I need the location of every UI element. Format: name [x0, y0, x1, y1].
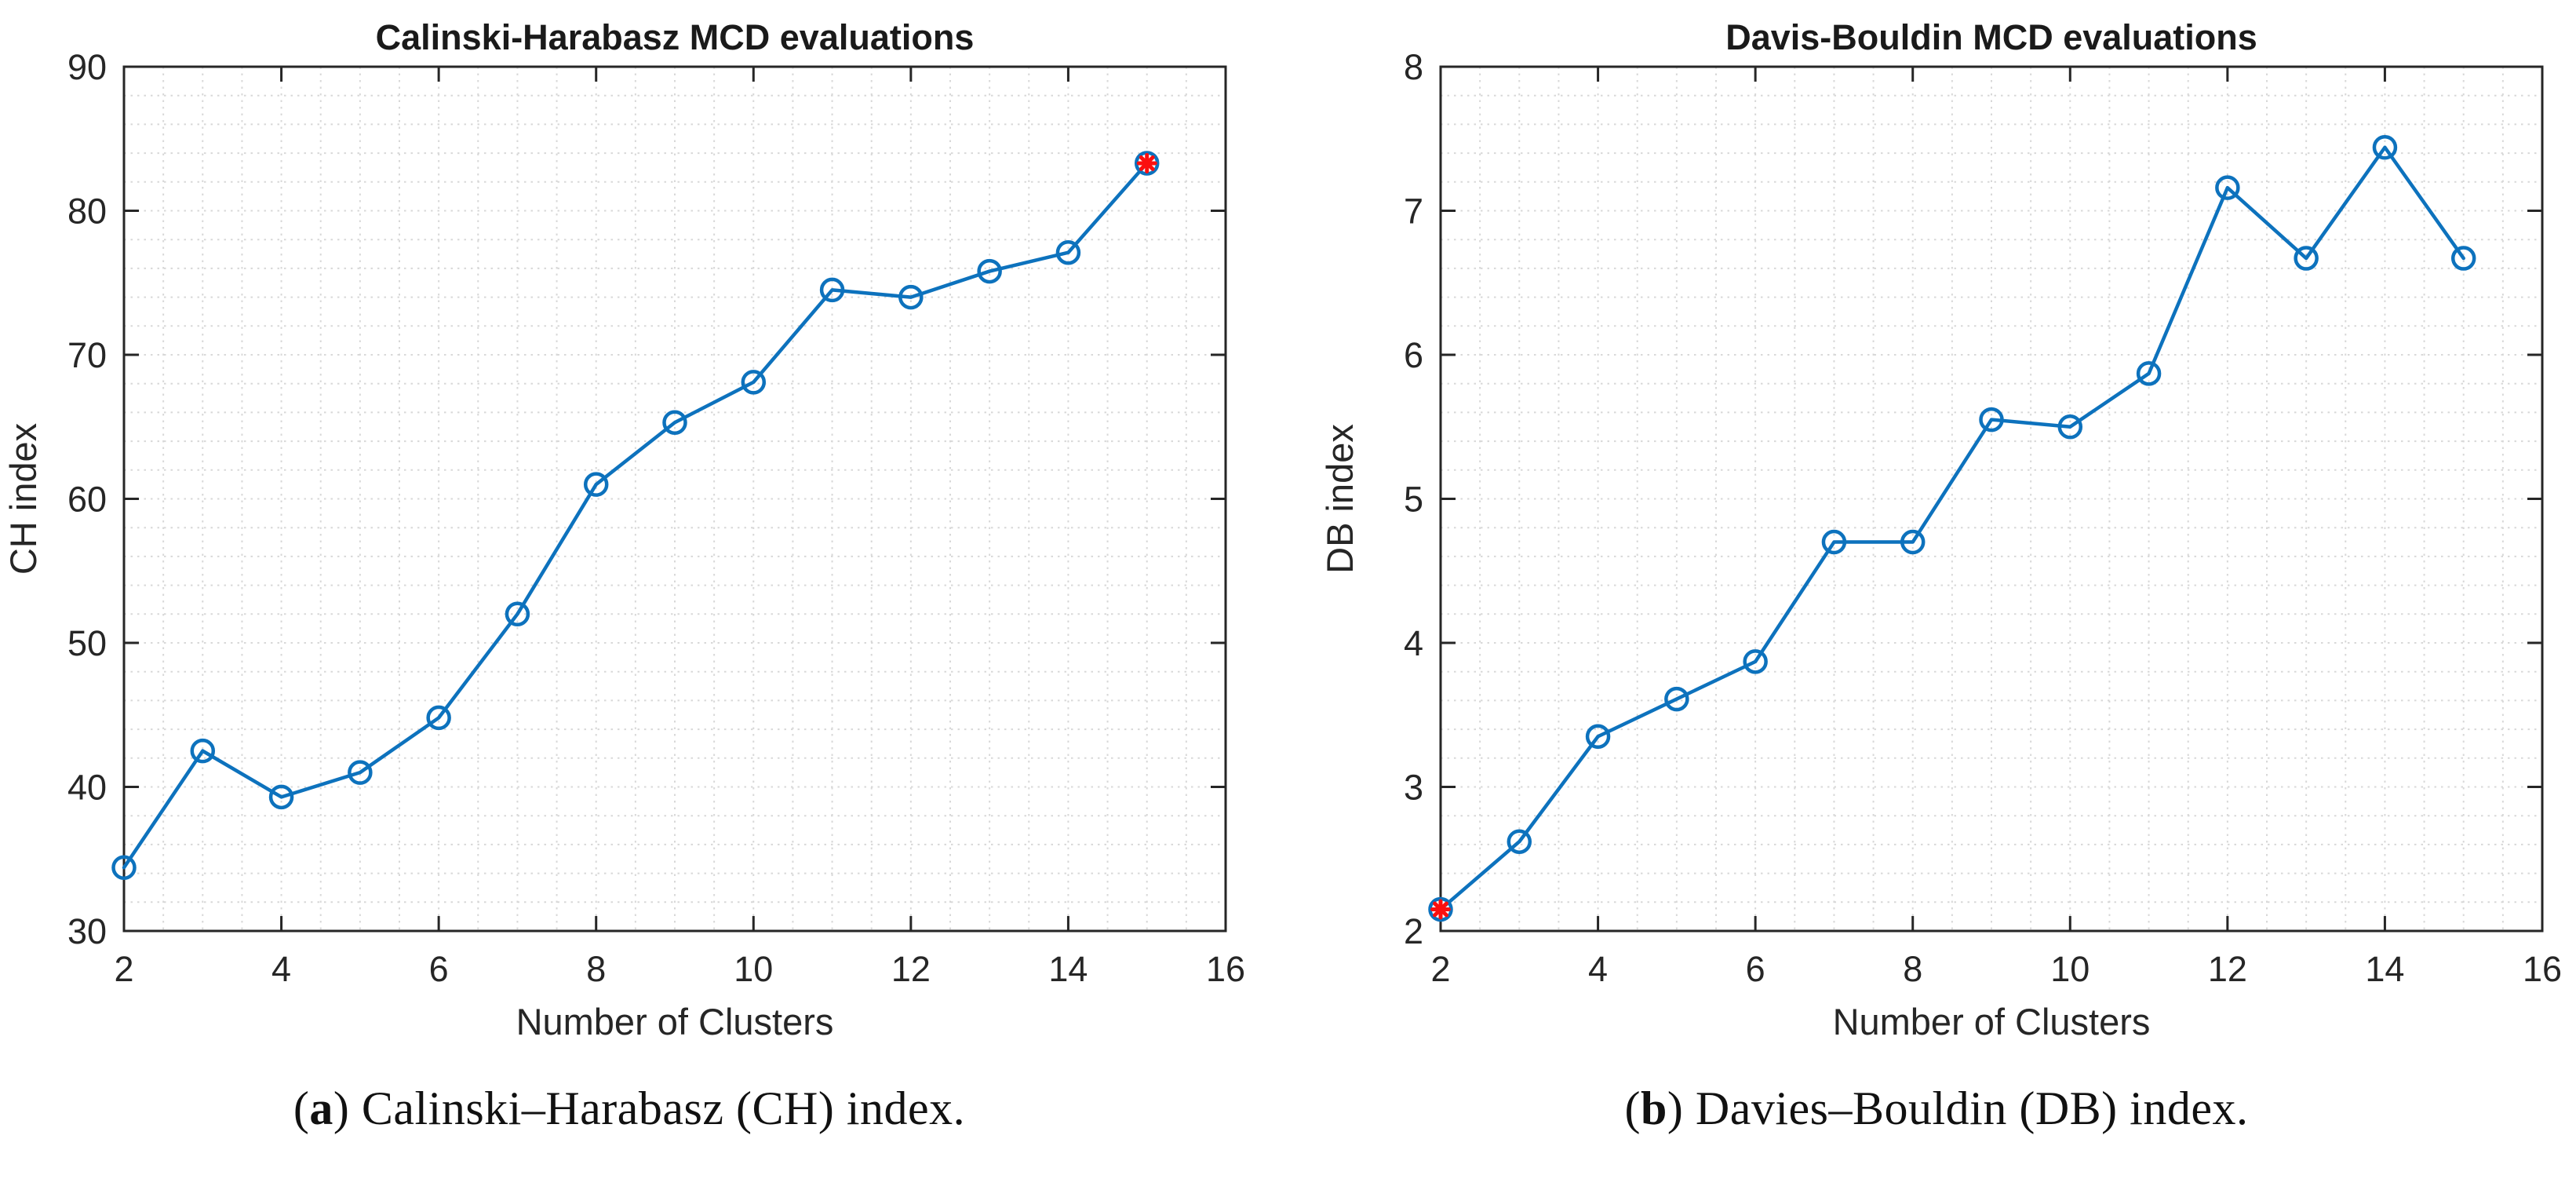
svg-text:4: 4: [1404, 623, 1423, 663]
svg-text:80: 80: [67, 192, 107, 232]
svg-text:2: 2: [1430, 949, 1450, 989]
svg-text:3: 3: [1404, 768, 1423, 808]
svg-text:90: 90: [67, 47, 107, 87]
data-point-marker: [2136, 361, 2162, 386]
y-axis-label: DB index: [1319, 424, 1361, 574]
svg-text:70: 70: [67, 335, 107, 375]
data-point-marker: [2057, 414, 2083, 440]
best-point-red-asterisk: [1136, 152, 1157, 173]
svg-text:50: 50: [67, 623, 107, 663]
svg-text:8: 8: [586, 949, 606, 989]
data-point-marker: [898, 284, 924, 310]
tick-marks: [1439, 65, 2544, 933]
data-point-marker: [2372, 135, 2398, 160]
x-tick-labels: 2 4 6 8 10 12 14 16: [1430, 949, 2562, 989]
data-point-marker: [111, 855, 137, 881]
y-tick-labels: 2 3 4 5 6 7 8: [1404, 47, 1423, 951]
data-point-marker: [583, 472, 609, 497]
data-point-marker: [348, 760, 373, 785]
tick-marks: [122, 65, 1227, 933]
data-point-marker: [190, 738, 216, 764]
svg-text:7: 7: [1404, 192, 1423, 232]
x-axis-label: Number of Clusters: [516, 1001, 834, 1042]
data-point-marker: [505, 601, 530, 627]
svg-text:60: 60: [67, 480, 107, 520]
svg-text:30: 30: [67, 911, 107, 951]
data-point-marker: [2450, 246, 2476, 271]
svg-text:12: 12: [2208, 949, 2247, 989]
series-markers: [1428, 135, 2476, 922]
svg-text:6: 6: [1746, 949, 1765, 989]
svg-text:40: 40: [67, 768, 107, 808]
data-point-marker: [1055, 239, 1081, 265]
x-tick-labels: 2 4 6 8 10 12 14 16: [114, 949, 1245, 989]
data-point-marker: [1664, 686, 1689, 712]
svg-text:2: 2: [1404, 911, 1423, 951]
svg-text:6: 6: [429, 949, 449, 989]
caption-b-open: (: [1624, 1082, 1641, 1134]
data-point-marker: [662, 410, 687, 435]
svg-text:14: 14: [1048, 949, 1088, 989]
data-point-marker: [819, 277, 845, 303]
caption-a-open: (: [293, 1082, 310, 1134]
chart-title: Calinski-Harabasz MCD evaluations: [376, 17, 975, 57]
data-point-marker: [1900, 529, 1926, 555]
y-axis-label: CH index: [2, 423, 44, 575]
caption-a-text: ) Calinski–Harabasz (CH) index.: [333, 1082, 966, 1134]
data-point-marker: [2215, 175, 2240, 200]
data-point-marker: [741, 370, 767, 395]
caption-b-letter: b: [1641, 1082, 1667, 1134]
svg-text:8: 8: [1404, 47, 1423, 87]
ch-index-chart: 2 4 6 8 10 12 14 16 30 40 50 60 70 80 90 Calinski-Harab…: [2, 17, 1245, 1042]
svg-text:2: 2: [114, 949, 133, 989]
best-point-red-asterisk: [1430, 899, 1451, 920]
data-point-marker: [426, 705, 451, 731]
svg-text:12: 12: [891, 949, 931, 989]
data-point-marker: [1821, 529, 1847, 555]
data-point-marker: [1428, 896, 1453, 922]
data-point-marker: [2294, 246, 2319, 271]
svg-text:16: 16: [1206, 949, 1245, 989]
minor-grid: [1441, 67, 2542, 931]
y-tick-labels: 30 40 50 60 70 80 90: [67, 47, 107, 951]
caption-b: (b) Davies–Bouldin (DB) index.: [1625, 1082, 2249, 1136]
data-point-marker: [268, 784, 294, 810]
caption-b-text: ) Davies–Bouldin (DB) index.: [1667, 1082, 2249, 1134]
svg-text:4: 4: [1588, 949, 1608, 989]
svg-text:14: 14: [2365, 949, 2404, 989]
data-point-marker: [1979, 407, 2004, 433]
svg-text:8: 8: [1903, 949, 1922, 989]
svg-text:4: 4: [271, 949, 291, 989]
data-point-marker: [1507, 829, 1532, 854]
series-line: [1438, 145, 2465, 911]
caption-a-letter: a: [309, 1082, 333, 1134]
caption-a: (a) Calinski–Harabasz (CH) index.: [293, 1082, 965, 1136]
svg-text:10: 10: [734, 949, 773, 989]
db-index-chart: 2 4 6 8 10 12 14 16 2 3 4 5 6 7 8 Davis-Bouldin MCD eva…: [1319, 17, 2562, 1042]
svg-text:5: 5: [1404, 480, 1423, 520]
series-line: [122, 161, 1149, 870]
chart-title: Davis-Bouldin MCD evaluations: [1725, 17, 2257, 57]
series-markers: [111, 151, 1160, 881]
data-point-marker: [977, 258, 1002, 284]
data-point-marker: [1743, 649, 1768, 674]
x-axis-label: Number of Clusters: [1833, 1001, 2151, 1042]
svg-text:16: 16: [2523, 949, 2562, 989]
data-point-marker: [1134, 151, 1160, 176]
data-point-marker: [1585, 724, 1611, 750]
svg-text:6: 6: [1404, 335, 1423, 375]
svg-text:10: 10: [2050, 949, 2090, 989]
